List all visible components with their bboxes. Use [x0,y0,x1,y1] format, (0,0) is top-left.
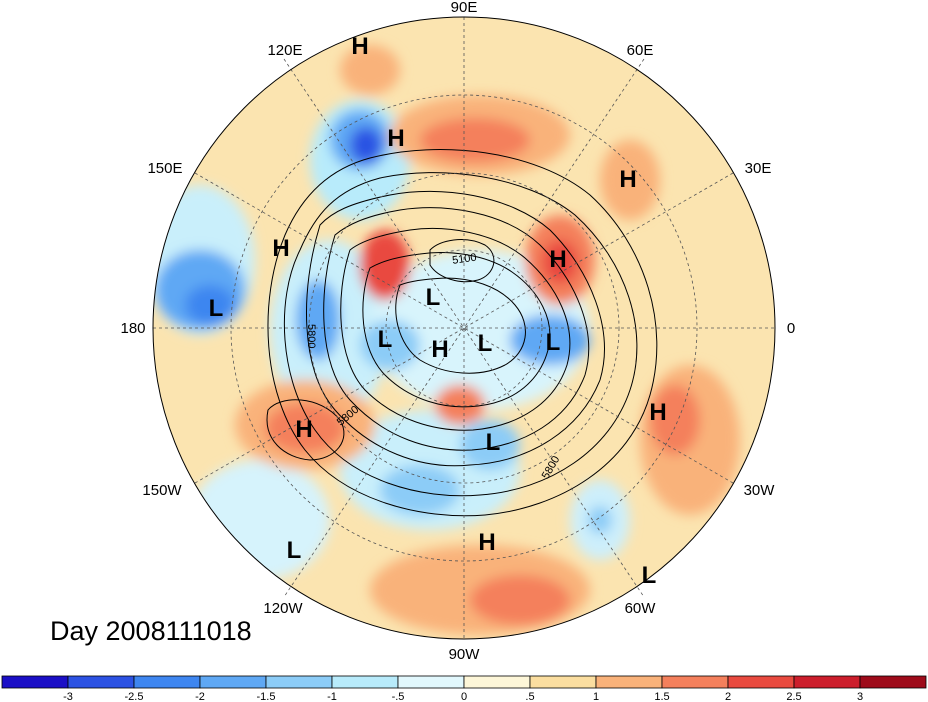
colorbar-tick-label: -1 [327,691,337,702]
contour-label-5800-bering: 5800 [305,324,317,348]
colorbar-swatch [859,675,927,689]
colorbar-swatch [67,675,135,689]
pressure-center-labels: H H H H H H H H H L L L L L L L L [209,33,667,589]
lon-label-120w: 120W [263,600,303,617]
pressure-center-h-middle-east: H [619,166,636,193]
lon-label-120e: 120E [267,42,302,59]
pressure-center-l-south-atlantic: L [642,562,657,589]
pressure-center-l-pacific: L [209,295,224,322]
pressure-center-l-siberia: L [426,284,441,311]
colorbar-swatch [463,675,531,689]
pressure-center-h-northeast-pacific: H [295,416,312,443]
colorbar: -3 -2.5 -2 -1.5 -1 -.5 0 .5 1 1.5 2 2.5 3 [1,675,927,702]
pressure-center-l-bering: L [378,326,393,353]
pressure-center-h-west-pacific: H [272,235,289,262]
colorbar-swatch [595,675,663,689]
graticule [153,17,775,639]
colorbar-tick-label: 3 [857,691,863,702]
longitude-labels: 90E 60E 120E 30E 150E 0 180 150W 30W 120… [120,0,795,663]
lon-label-150e: 150E [147,160,182,177]
colorbar-swatch [397,675,465,689]
colorbar-tick-label: 2.5 [786,691,801,702]
pressure-center-h-atlantic: H [649,399,666,426]
colorbar-swatch [199,675,267,689]
colorbar-swatch [265,675,333,689]
lon-label-60e: 60E [627,42,654,59]
colorbar-swatch [529,675,597,689]
lon-label-30e: 30E [745,160,772,177]
colorbar-swatch [133,675,201,689]
pressure-center-l-hudson: L [486,429,501,456]
colorbar-swatch [727,675,795,689]
colorbar-tick-label: .5 [525,691,534,702]
date-title: Day 2008111018 [50,616,252,646]
colorbar-swatch [793,675,861,689]
colorbar-swatch [331,675,399,689]
pressure-center-h-europe: H [549,246,566,273]
lon-label-90w: 90W [449,646,481,663]
lon-label-150w: 150W [142,482,182,499]
colorbar-tick-label: 2 [725,691,731,702]
pressure-center-h-caribbean: H [478,529,495,556]
lon-label-0: 0 [787,320,795,337]
colorbar-tick-label: -2.5 [125,691,144,702]
lon-label-180: 180 [120,320,145,337]
pressure-center-l-east-pacific: L [287,537,302,564]
pressure-center-h-arctic: H [431,336,448,363]
colorbar-tick-label: 1.5 [654,691,669,702]
lon-label-60w: 60W [625,600,657,617]
colorbar-tick-label: 0 [461,691,467,702]
colorbar-tick-label: -1.5 [257,691,276,702]
map-boundary [152,16,776,640]
pressure-center-l-greenland: L [478,330,493,357]
colorbar-tick-label: -.5 [392,691,405,702]
colorbar-tick-label: 1 [593,691,599,702]
contour-label-5100: 5100 [451,252,477,267]
pressure-center-h-east-asia: H [387,125,404,152]
lon-label-90e: 90E [451,0,478,16]
anomaly-field [153,17,775,639]
colorbar-swatch [661,675,729,689]
height-contours [266,149,658,517]
lon-label-30w: 30W [744,482,776,499]
pressure-center-l-iceland: L [546,329,561,356]
pressure-center-h-mongolia: H [351,33,368,60]
colorbar-tick-label: -2 [195,691,205,702]
colorbar-tick-label: -3 [63,691,73,702]
colorbar-swatch [1,675,69,689]
